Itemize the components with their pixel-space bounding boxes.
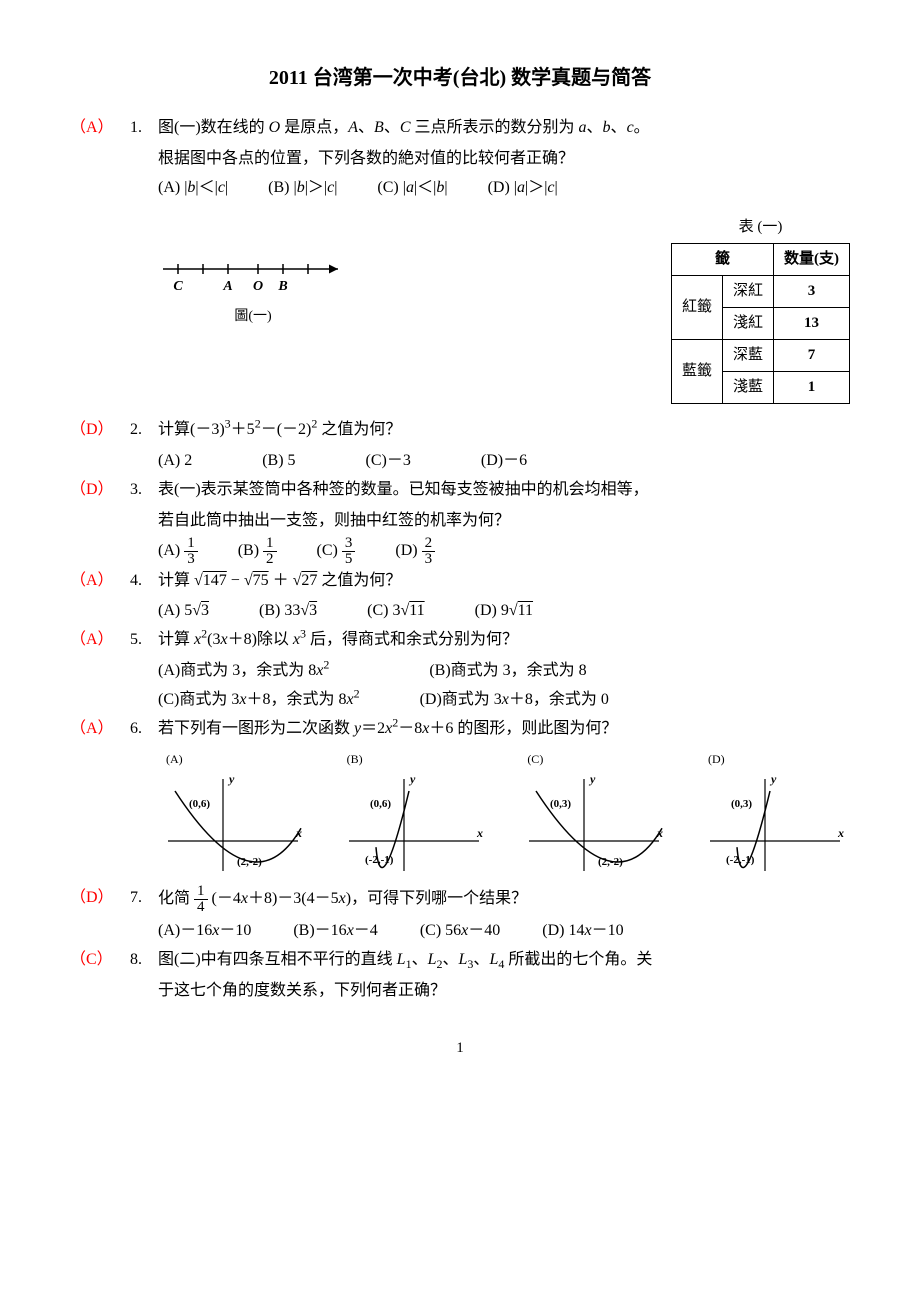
svg-text:x: x bbox=[476, 826, 483, 840]
qtext-3b: 若自此筒中抽出一支签，则抽中红签的机率为何？ bbox=[158, 507, 850, 536]
opt-1d: (D) |a|＞|c| bbox=[488, 174, 558, 203]
question-4: （A） 4. 计算 √147 − √75 ＋ √27 之值为何？ bbox=[70, 567, 850, 596]
svg-text:(0,6): (0,6) bbox=[189, 798, 210, 810]
opts-2: (A) 2 (B) 5 (C)－3 (D)－6 bbox=[158, 447, 850, 476]
page-number: 1 bbox=[70, 1035, 850, 1062]
question-6: （A） 6. 若下列有一图形为二次函数 y＝2x2－8x＋6 的图形，则此图为何… bbox=[70, 715, 850, 744]
opt-3b: (B) 12 bbox=[238, 536, 277, 567]
svg-text:(2,-2): (2,-2) bbox=[237, 856, 262, 868]
opt-1b: (B) |b|＞|c| bbox=[268, 174, 337, 203]
answer-1: （A） bbox=[70, 114, 130, 143]
qtext-1b: 根据图中各点的位置，下列各数的絶对值的比较何者正确？ bbox=[158, 145, 850, 174]
opt-4b: (B) 33√3 bbox=[259, 597, 317, 626]
qnum-8: 8. bbox=[130, 946, 158, 975]
svg-text:(0,6): (0,6) bbox=[370, 798, 391, 810]
opt-5a: (A)商式为 3，余式为 8x2 bbox=[158, 657, 329, 686]
opt-5c: (C)商式为 3x＋8，余式为 8x2 bbox=[158, 686, 360, 715]
opt-4a: (A) 5√3 bbox=[158, 597, 209, 626]
answer-5: （A） bbox=[70, 626, 130, 655]
opt-4c: (C) 3√11 bbox=[367, 597, 425, 626]
graphs-row: (A) y x (0,6) (2,-2) (B) y x (0,6) (-2,-… bbox=[158, 749, 850, 876]
opt-7a: (A)－16x－10 bbox=[158, 917, 251, 946]
svg-text:A: A bbox=[222, 279, 232, 294]
qtext-6: 若下列有一图形为二次函数 y＝2x2－8x＋6 的图形，则此图为何？ bbox=[158, 715, 850, 744]
answer-6: （A） bbox=[70, 715, 130, 744]
table-caption: 表 (一) bbox=[671, 214, 850, 241]
answer-7: （D） bbox=[70, 884, 130, 915]
answer-8: （C） bbox=[70, 946, 130, 975]
numline-caption: 圖(一) bbox=[158, 304, 348, 329]
svg-text:y: y bbox=[588, 772, 596, 786]
qtext-4: 计算 √147 − √75 ＋ √27 之值为何？ bbox=[158, 567, 850, 596]
svg-text:(2,-2): (2,-2) bbox=[598, 856, 623, 868]
opt-2b: (B) 5 bbox=[262, 447, 295, 476]
opts-3: (A) 13 (B) 12 (C) 35 (D) 23 bbox=[158, 536, 850, 567]
svg-text:x: x bbox=[837, 826, 844, 840]
opt-7b: (B)－16x－4 bbox=[293, 917, 377, 946]
opt-5b: (B)商式为 3，余式为 8 bbox=[429, 657, 586, 686]
fig-table-row: C A OB 圖(一) 表 (一) 籤 数量(支) 紅籤深紅3淺紅13藍籤深藍7淺藍… bbox=[158, 214, 850, 404]
answer-3: （D） bbox=[70, 476, 130, 505]
svg-text:y: y bbox=[769, 772, 777, 786]
svg-text:y: y bbox=[408, 772, 416, 786]
qtext-8b: 于这七个角的度数关系，下列何者正确？ bbox=[158, 977, 850, 1006]
svg-text:(-2,-1): (-2,-1) bbox=[726, 854, 755, 866]
question-2: （D） 2. 计算(－3)3＋52－(－2)2 之值为何？ bbox=[70, 416, 850, 445]
question-5: （A） 5. 计算 x2(3x＋8)除以 x3 后，得商式和余式分别为何？ bbox=[70, 626, 850, 655]
opt-3a: (A) 13 bbox=[158, 536, 198, 567]
qtext-1a: 图(一)数在线的 O 是原点，A、B、C 三点所表示的数分别为 a、b、c。 bbox=[158, 114, 850, 143]
qtext-3a: 表(一)表示某签筒中各种签的数量。已知每支签被抽中的机会均相等， bbox=[158, 476, 850, 505]
question-3: （D） 3. 表(一)表示某签筒中各种签的数量。已知每支签被抽中的机会均相等， bbox=[70, 476, 850, 505]
svg-text:(-2,-1): (-2,-1) bbox=[365, 854, 394, 866]
opts-7: (A)－16x－10 (B)－16x－4 (C) 56x－40 (D) 14x－… bbox=[158, 917, 850, 946]
qtext-7: 化简 14 (－4x＋8)－3(4－5x)，可得下列哪一个结果？ bbox=[158, 884, 850, 915]
opt-2c: (C)－3 bbox=[366, 447, 411, 476]
opt-2a: (A) 2 bbox=[158, 447, 192, 476]
opts-4: (A) 5√3 (B) 33√3 (C) 3√11 (D) 9√11 bbox=[158, 597, 850, 626]
svg-text:O: O bbox=[253, 279, 263, 294]
qtext-2: 计算(－3)3＋52－(－2)2 之值为何？ bbox=[158, 416, 850, 445]
qnum-7: 7. bbox=[130, 884, 158, 915]
svg-text:(0,3): (0,3) bbox=[731, 798, 752, 810]
qnum-5: 5. bbox=[130, 626, 158, 655]
svg-text:y: y bbox=[227, 772, 235, 786]
qnum-1: 1. bbox=[130, 114, 158, 143]
page-title: 2011 台湾第一次中考(台北) 数学真题与简答 bbox=[70, 60, 850, 96]
qnum-4: 4. bbox=[130, 567, 158, 596]
opt-5d: (D)商式为 3x＋8，余式为 0 bbox=[420, 686, 609, 715]
opt-4d: (D) 9√11 bbox=[475, 597, 533, 626]
svg-text:C: C bbox=[173, 279, 183, 294]
opt-1a: (A) |b|＜|c| bbox=[158, 174, 228, 203]
th-qty: 数量(支) bbox=[774, 244, 850, 276]
qnum-3: 3. bbox=[130, 476, 158, 505]
qnum-6: 6. bbox=[130, 715, 158, 744]
question-7: （D） 7. 化简 14 (－4x＋8)－3(4－5x)，可得下列哪一个结果？ bbox=[70, 884, 850, 915]
question-8: （C） 8. 图(二)中有四条互相不平行的直线 L1、L2、L3、L4 所截出的… bbox=[70, 946, 850, 975]
opts-1: (A) |b|＜|c| (B) |b|＞|c| (C) |a|＜|b| (D) … bbox=[158, 174, 850, 203]
th-label: 籤 bbox=[671, 244, 773, 276]
opt-7c: (C) 56x－40 bbox=[420, 917, 500, 946]
qnum-2: 2. bbox=[130, 416, 158, 445]
number-line: C A OB bbox=[158, 254, 348, 304]
answer-4: （A） bbox=[70, 567, 130, 596]
answer-2: （D） bbox=[70, 416, 130, 445]
svg-text:(0,3): (0,3) bbox=[550, 798, 571, 810]
opt-7d: (D) 14x－10 bbox=[542, 917, 623, 946]
opt-1c: (C) |a|＜|b| bbox=[377, 174, 447, 203]
opts-5b: (C)商式为 3x＋8，余式为 8x2 (D)商式为 3x＋8，余式为 0 bbox=[158, 686, 850, 715]
opt-2d: (D)－6 bbox=[481, 447, 527, 476]
opts-5a: (A)商式为 3，余式为 8x2 (B)商式为 3，余式为 8 bbox=[158, 657, 850, 686]
table-1: 籤 数量(支) 紅籤深紅3淺紅13藍籤深藍7淺藍1 bbox=[671, 243, 850, 404]
svg-text:B: B bbox=[277, 279, 287, 294]
question-1: （A） 1. 图(一)数在线的 O 是原点，A、B、C 三点所表示的数分别为 a… bbox=[70, 114, 850, 143]
qtext-8a: 图(二)中有四条互相不平行的直线 L1、L2、L3、L4 所截出的七个角。关 bbox=[158, 946, 850, 975]
opt-3c: (C) 35 bbox=[317, 536, 356, 567]
opt-3d: (D) 23 bbox=[395, 536, 435, 567]
qtext-5: 计算 x2(3x＋8)除以 x3 后，得商式和余式分别为何？ bbox=[158, 626, 850, 655]
